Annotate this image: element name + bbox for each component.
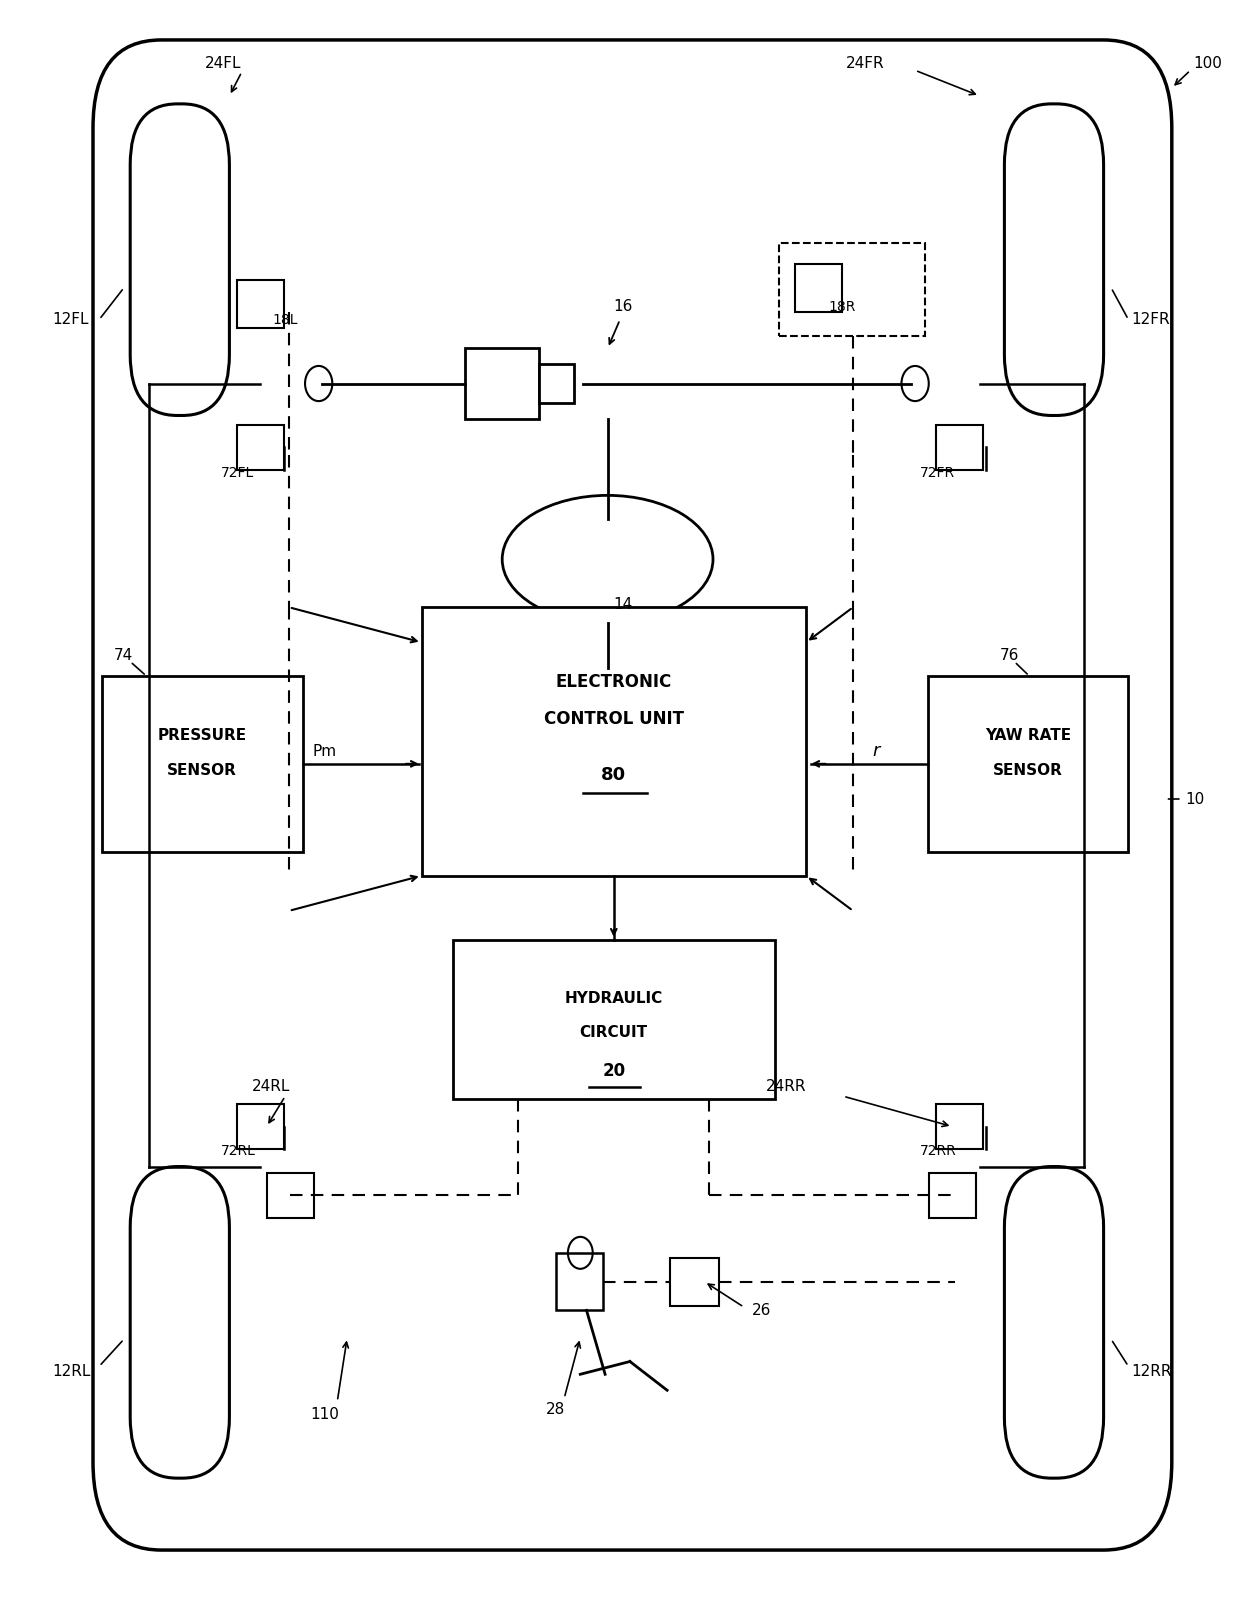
Text: 72FR: 72FR [920, 467, 955, 479]
FancyBboxPatch shape [1004, 1167, 1104, 1478]
Bar [670, 1258, 719, 1306]
Text: 18L: 18L [273, 313, 299, 326]
Text: 24RR: 24RR [766, 1079, 807, 1095]
Text: Pm: Pm [312, 743, 336, 759]
Bar [237, 425, 284, 470]
Bar [102, 676, 303, 852]
Text: 74: 74 [114, 647, 134, 663]
Bar [422, 607, 806, 876]
Text: 80: 80 [601, 765, 626, 785]
Bar [936, 425, 983, 470]
Bar [795, 264, 842, 312]
Bar [465, 348, 539, 419]
Bar [267, 1173, 314, 1218]
Text: 12RR: 12RR [1131, 1363, 1172, 1379]
Text: 12FL: 12FL [52, 312, 88, 328]
Text: CIRCUIT: CIRCUIT [580, 1024, 647, 1040]
Text: 28: 28 [546, 1401, 565, 1417]
Text: 14: 14 [614, 596, 634, 612]
Text: 18R: 18R [828, 300, 856, 313]
Text: ELECTRONIC: ELECTRONIC [556, 673, 672, 692]
Bar [556, 1253, 603, 1310]
Bar [928, 676, 1128, 852]
Text: HYDRAULIC: HYDRAULIC [564, 991, 663, 1007]
Bar [779, 243, 925, 336]
Text: 110: 110 [310, 1406, 339, 1422]
Text: 72RR: 72RR [920, 1144, 957, 1157]
Text: 72FL: 72FL [221, 467, 254, 479]
Text: 100: 100 [1193, 56, 1221, 72]
Bar [237, 1104, 284, 1149]
Text: $r$: $r$ [872, 741, 882, 761]
Text: SENSOR: SENSOR [993, 762, 1063, 778]
Bar [237, 280, 284, 328]
Bar [929, 1173, 976, 1218]
Bar [453, 940, 775, 1099]
Text: 24RL: 24RL [252, 1079, 290, 1095]
Text: 12RL: 12RL [52, 1363, 91, 1379]
Text: PRESSURE: PRESSURE [157, 727, 247, 743]
Text: 12FR: 12FR [1131, 312, 1169, 328]
Text: CONTROL UNIT: CONTROL UNIT [544, 710, 683, 729]
Text: 20: 20 [603, 1061, 625, 1080]
Bar [539, 364, 574, 403]
FancyBboxPatch shape [93, 40, 1172, 1550]
Text: 26: 26 [751, 1302, 771, 1318]
Text: SENSOR: SENSOR [167, 762, 237, 778]
Text: 10: 10 [1185, 791, 1205, 807]
FancyBboxPatch shape [130, 104, 229, 415]
Text: 24FL: 24FL [205, 56, 241, 72]
Text: 72RL: 72RL [221, 1144, 255, 1157]
FancyBboxPatch shape [1004, 104, 1104, 415]
Text: YAW RATE: YAW RATE [985, 727, 1071, 743]
FancyBboxPatch shape [130, 1167, 229, 1478]
Text: 76: 76 [999, 647, 1019, 663]
Bar [936, 1104, 983, 1149]
Text: 24FR: 24FR [846, 56, 884, 72]
Text: 16: 16 [614, 299, 634, 315]
